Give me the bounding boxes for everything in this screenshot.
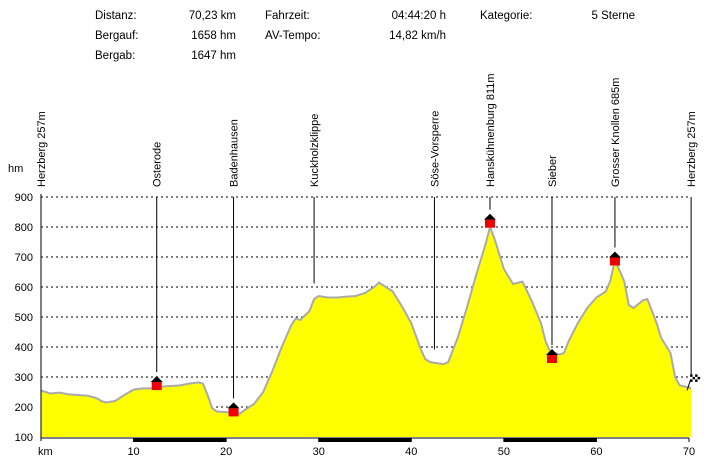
km-band-3	[318, 438, 412, 442]
hut-roof-osterode	[150, 376, 163, 382]
flag-cell	[692, 374, 696, 377]
km-band-1	[133, 438, 227, 442]
axes	[40, 194, 690, 442]
waypoint-label-badenhausen: Badenhausen	[229, 119, 241, 187]
km-band-5	[503, 438, 597, 442]
finish-flag-icon	[686, 374, 701, 391]
hut-icon-badenhausen	[228, 408, 239, 417]
descent-value: 1647 hm	[191, 50, 236, 62]
distance-value: 70,23 km	[189, 10, 236, 22]
hut-icon-sieber	[546, 355, 557, 363]
flag-cell	[695, 376, 698, 380]
stats-panel: Distanz: 70,23 km Bergauf: 1658 hm Berga…	[95, 10, 635, 62]
x-tick-label-50: 50	[498, 446, 510, 458]
flag-cell	[697, 374, 701, 377]
hut-roof-sieber	[545, 349, 558, 355]
y-tick-label-500: 500	[15, 312, 33, 324]
waypoint-label-herzberg-257m: Herzberg 257m	[36, 111, 48, 187]
y-tick-label-800: 800	[15, 222, 33, 234]
flag-cell	[695, 374, 698, 377]
time-value: 04:44:20 h	[392, 10, 446, 22]
x-tick-label-40: 40	[405, 446, 417, 458]
x-tick-label-70: 70	[683, 446, 695, 458]
y-tick-label-700: 700	[15, 252, 33, 264]
distance-label: Distanz:	[95, 10, 137, 22]
y-tick-label-200: 200	[15, 402, 33, 414]
speed-label: AV-Tempo:	[265, 30, 320, 42]
waypoint-label-sieber: Sieber	[547, 155, 559, 187]
tick-labels: 100 200 300 400 500 600 700 800 900 10 20 30 40 50 60 7…	[15, 192, 695, 458]
flag-cell	[697, 376, 701, 380]
flag-cell	[690, 379, 693, 382]
hut-icon-osterode	[151, 382, 162, 390]
hut-roof-badenhausen	[227, 402, 240, 409]
flag-cell	[690, 374, 693, 377]
speed-value: 14,82 km/h	[389, 30, 446, 42]
x-tick-label-60: 60	[590, 446, 602, 458]
ascent-value: 1658 hm	[191, 30, 236, 42]
x-tick-label-20: 20	[220, 446, 232, 458]
ascent-label: Bergauf:	[95, 30, 138, 42]
waypoint-label-s-se-vorsperre: Söse-Vorsperre	[429, 111, 441, 187]
flag-cell	[690, 376, 693, 380]
waypoint-label-herzberg-257m: Herzberg 257m	[686, 111, 698, 187]
flag-cell	[692, 376, 696, 380]
category-value: 5 Sterne	[592, 10, 635, 22]
y-tick-label-400: 400	[15, 342, 33, 354]
flag-cell	[692, 379, 696, 382]
x-axis-label: km	[38, 446, 53, 458]
y-axis-label: hm	[8, 163, 23, 175]
profile-area	[41, 227, 692, 437]
flag-cell	[697, 379, 701, 382]
waypoints: Herzberg 257m Osterode Badenhausen Kuckholz…	[36, 73, 701, 417]
descent-label: Bergab:	[95, 50, 135, 62]
flag-cell	[695, 379, 698, 382]
x-tick-label-10: 10	[127, 446, 139, 458]
y-tick-label-900: 900	[15, 192, 33, 204]
hut-roof-hansk-hnenburg-811m	[483, 213, 496, 220]
waypoint-label-kuckholzklippe: Kuckholzklippe	[309, 114, 321, 187]
x-tick-label-30: 30	[313, 446, 325, 458]
profile-area-group	[40, 223, 692, 437]
hut-roof-grosser-knollen-685m	[608, 251, 621, 258]
waypoint-label-hansk-hnenburg-811m: Hanskühnenburg 811m	[485, 73, 497, 187]
y-tick-label-600: 600	[15, 282, 33, 294]
y-tick-label-300: 300	[15, 372, 33, 384]
category-label: Kategorie:	[480, 10, 532, 22]
waypoint-label-grosser-knollen-685m: Grosser Knollen 685m	[610, 78, 622, 187]
hut-icon-hansk-hnenburg-811m	[484, 219, 495, 228]
time-label: Fahrzeit:	[265, 10, 310, 22]
waypoint-label-osterode: Osterode	[152, 142, 164, 187]
y-tick-label-100: 100	[15, 432, 33, 444]
hut-icon-grosser-knollen-685m	[609, 257, 620, 266]
